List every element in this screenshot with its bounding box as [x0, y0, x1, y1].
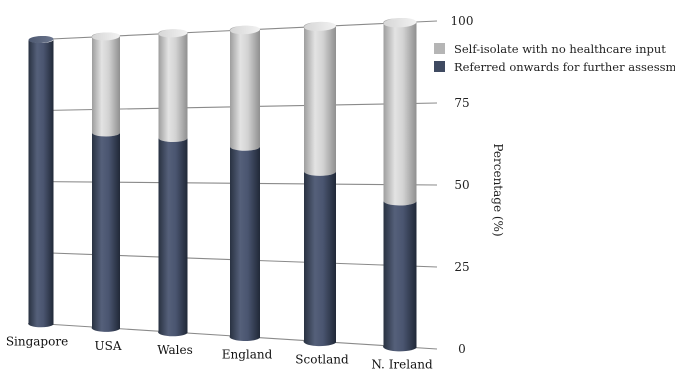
cylinder-scotland: [303, 21, 336, 347]
cylinder-usa: [91, 32, 121, 332]
y-tick-label: 100: [451, 14, 474, 28]
y-axis-ticks: 0 25 50 75 100: [451, 14, 474, 356]
cylinder-top-cap: [92, 32, 120, 41]
cylinder-n-ireland: [383, 18, 417, 352]
bar-referred: [28, 38, 54, 328]
y-tick-label: 50: [454, 178, 469, 192]
bar-self-isolate: [158, 29, 188, 142]
bar-self-isolate: [229, 25, 261, 151]
legend-label-self-isolate: Self-isolate with no healthcare input: [454, 42, 666, 56]
x-category-label: Wales: [157, 343, 193, 357]
y-tick-label: 25: [454, 260, 469, 274]
bar-referred: [91, 132, 121, 332]
bar-referred: [158, 137, 188, 337]
cylinder-england: [229, 25, 261, 342]
x-category-label: England: [222, 348, 273, 362]
bar-self-isolate: [383, 18, 417, 206]
y-axis-label: Percentage (%): [491, 143, 505, 236]
cylinder-top-cap: [304, 21, 336, 31]
bars: [28, 18, 417, 352]
y-tick-label: 75: [454, 96, 469, 110]
cylinder-top-cap: [28, 35, 54, 44]
cylinder-top-cap: [230, 25, 260, 35]
bar-referred: [229, 146, 261, 342]
x-category-label: USA: [95, 339, 122, 353]
cylinder-wales: [158, 29, 188, 337]
legend-label-referred: Referred onwards for further assessment: [454, 60, 675, 74]
bar-referred: [303, 171, 336, 347]
cylinder-top-cap: [383, 18, 417, 28]
x-axis-categories: Singapore USA Wales England Scotland N. Irela…: [6, 335, 433, 372]
x-category-label: N. Ireland: [371, 358, 433, 372]
bar-referred: [383, 200, 417, 352]
x-category-label: Scotland: [295, 353, 349, 367]
y-tick-label: 0: [458, 342, 466, 356]
cylinder-singapore: [28, 35, 54, 328]
bar-self-isolate: [91, 32, 121, 137]
legend-swatch-referred: [434, 61, 445, 72]
legend-swatch-self-isolate: [434, 43, 445, 54]
cylinder-top-cap: [158, 29, 188, 38]
bar-self-isolate: [303, 21, 336, 176]
legend: Self-isolate with no healthcare input Re…: [434, 42, 675, 74]
x-category-label: Singapore: [6, 335, 68, 349]
